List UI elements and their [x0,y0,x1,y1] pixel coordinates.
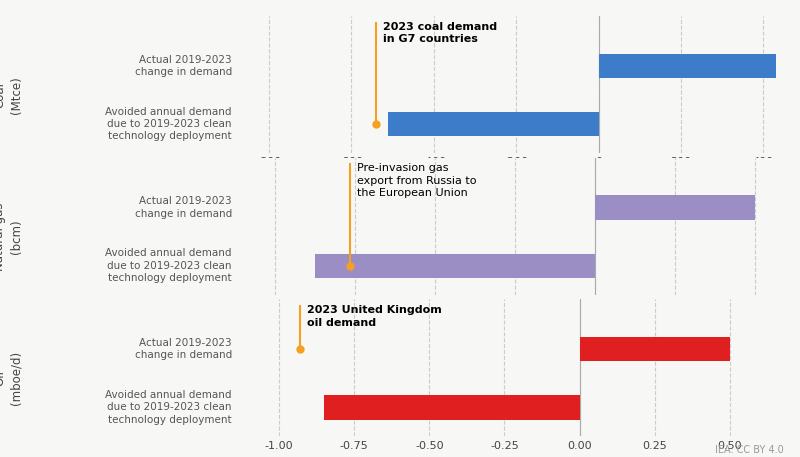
Text: Avoided annual demand
due to 2019-2023 clean
technology deployment: Avoided annual demand due to 2019-2023 c… [106,106,232,142]
Bar [580,337,730,361]
Text: 2023 United Kingdom
oil demand: 2023 United Kingdom oil demand [306,305,442,328]
Text: Oil
(mboe/d): Oil (mboe/d) [0,351,22,405]
Bar [595,196,755,220]
Bar [315,254,595,278]
Text: Actual 2019-2023
change in demand: Actual 2019-2023 change in demand [134,197,232,219]
Text: Coal
(Mtce): Coal (Mtce) [0,76,22,114]
Text: Avoided annual demand
due to 2019-2023 clean
technology deployment: Avoided annual demand due to 2019-2023 c… [106,390,232,425]
Bar [324,395,580,420]
Bar [388,112,598,136]
Text: Actual 2019-2023
change in demand: Actual 2019-2023 change in demand [134,55,232,77]
Text: 2023 coal demand
in G7 countries: 2023 coal demand in G7 countries [382,22,497,44]
Text: Pre-invasion gas
export from Russia to
the European Union: Pre-invasion gas export from Russia to t… [357,164,477,198]
Text: IEA. CC BY 4.0: IEA. CC BY 4.0 [715,445,784,455]
Bar [598,54,776,78]
Text: Natural gas
(bcm): Natural gas (bcm) [0,202,22,271]
Text: Avoided annual demand
due to 2019-2023 clean
technology deployment: Avoided annual demand due to 2019-2023 c… [106,248,232,283]
Text: Actual 2019-2023
change in demand: Actual 2019-2023 change in demand [134,338,232,361]
